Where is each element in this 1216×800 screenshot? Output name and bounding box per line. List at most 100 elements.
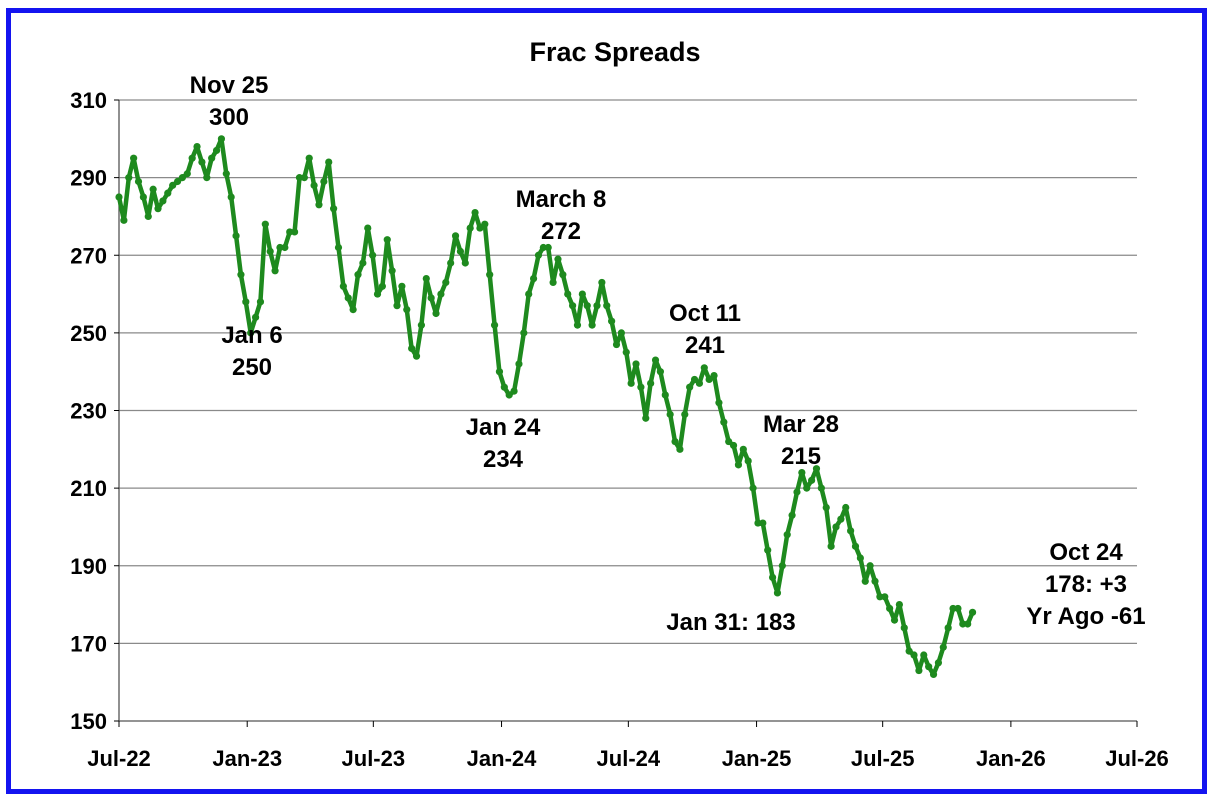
data-point bbox=[900, 624, 908, 632]
annotation: Nov 25 300 bbox=[190, 72, 269, 131]
data-point bbox=[393, 302, 401, 310]
annotation: Oct 11 241 bbox=[669, 300, 741, 359]
data-point bbox=[437, 290, 445, 298]
data-point bbox=[188, 154, 196, 162]
data-point bbox=[461, 259, 469, 267]
data-point bbox=[227, 193, 235, 201]
x-tick-label: Jul-23 bbox=[342, 746, 406, 771]
data-point bbox=[139, 193, 147, 201]
data-point bbox=[515, 360, 523, 368]
data-point bbox=[666, 410, 674, 418]
data-point bbox=[676, 445, 684, 453]
data-point bbox=[700, 364, 708, 372]
y-tick-label: 150 bbox=[70, 709, 107, 734]
data-point bbox=[939, 643, 947, 651]
data-point bbox=[725, 437, 733, 446]
data-point bbox=[744, 457, 752, 465]
data-point bbox=[647, 379, 655, 387]
data-point bbox=[495, 368, 504, 376]
x-tick-label: Jan-23 bbox=[212, 746, 282, 771]
data-point bbox=[398, 282, 406, 290]
x-tick-label: Jul-26 bbox=[1105, 746, 1169, 771]
annotation: Oct 24 178: +3 Yr Ago -61 bbox=[1026, 539, 1145, 630]
data-point bbox=[934, 659, 943, 667]
data-point bbox=[686, 383, 694, 391]
data-point bbox=[920, 651, 928, 659]
chart-frame: 150 170 190 210 230 250 270 290 310 Jul-22 Jan-23… bbox=[6, 8, 1207, 794]
data-point bbox=[827, 542, 835, 550]
annotation-line: 272 bbox=[541, 218, 581, 245]
data-point bbox=[710, 371, 718, 380]
data-point bbox=[622, 348, 630, 356]
data-point bbox=[778, 562, 786, 570]
annotations: Nov 25 300 Jan 6 250 March 8 272 Jan 24 234 Oct … bbox=[190, 72, 1146, 636]
annotation: Jan 31: 183 bbox=[666, 609, 795, 636]
data-point bbox=[456, 247, 465, 255]
data-point bbox=[851, 542, 860, 550]
data-point bbox=[749, 484, 757, 492]
data-point bbox=[608, 317, 616, 325]
data-point bbox=[729, 441, 738, 450]
data-point bbox=[861, 577, 869, 585]
data-point bbox=[339, 282, 347, 290]
data-point bbox=[403, 305, 411, 314]
annotation-line: 241 bbox=[685, 332, 725, 359]
x-tick-label: Jan-25 bbox=[722, 746, 792, 771]
data-point bbox=[569, 302, 577, 310]
data-point bbox=[720, 418, 728, 426]
chart-title: Frac Spreads bbox=[529, 37, 700, 67]
data-point bbox=[798, 469, 806, 477]
y-tick-label: 290 bbox=[70, 166, 107, 191]
data-point bbox=[178, 174, 187, 182]
annotation-line: 250 bbox=[232, 354, 272, 381]
data-point bbox=[237, 271, 245, 279]
data-point bbox=[812, 465, 821, 473]
data-point bbox=[929, 670, 938, 679]
data-point bbox=[490, 321, 499, 329]
data-point bbox=[266, 247, 274, 255]
data-point bbox=[198, 158, 206, 166]
data-point bbox=[222, 170, 230, 178]
data-point bbox=[349, 305, 357, 314]
data-point bbox=[837, 515, 845, 523]
data-point bbox=[588, 321, 596, 329]
data-point bbox=[447, 259, 455, 267]
data-point bbox=[422, 274, 430, 283]
annotation-line: 300 bbox=[209, 104, 249, 131]
data-point bbox=[310, 181, 318, 189]
data-point bbox=[383, 236, 391, 244]
data-point bbox=[808, 476, 816, 484]
data-point bbox=[388, 267, 396, 275]
data-point bbox=[915, 666, 923, 675]
x-tick-label: Jan-26 bbox=[976, 746, 1046, 771]
data-point bbox=[281, 243, 289, 252]
frac-spreads-chart: 150 170 190 210 230 250 270 290 310 Jul-22 Jan-23… bbox=[70, 37, 1169, 771]
data-point bbox=[525, 290, 533, 298]
annotation-line: Oct 24 bbox=[1049, 539, 1123, 566]
data-point bbox=[486, 271, 494, 279]
y-tick-label: 190 bbox=[70, 554, 107, 579]
data-point bbox=[251, 313, 260, 321]
data-point bbox=[466, 224, 474, 232]
data-point bbox=[373, 290, 382, 298]
data-point bbox=[149, 185, 157, 193]
data-point bbox=[803, 484, 811, 492]
data-point bbox=[573, 321, 582, 329]
data-point bbox=[583, 302, 591, 310]
data-point bbox=[822, 503, 830, 512]
annotation-line: Oct 11 bbox=[669, 300, 741, 327]
annotation-line: Yr Ago -61 bbox=[1026, 603, 1145, 630]
data-point bbox=[612, 340, 621, 349]
series-frac-spreads bbox=[115, 135, 977, 679]
data-point bbox=[173, 177, 182, 186]
annotation-line: Jan 31: 183 bbox=[666, 609, 795, 636]
annotation: Jan 6 250 bbox=[221, 322, 282, 381]
y-tick-label: 250 bbox=[70, 321, 107, 346]
data-point bbox=[364, 224, 372, 232]
data-point bbox=[417, 321, 426, 329]
data-point bbox=[154, 205, 162, 213]
data-point bbox=[695, 379, 704, 387]
data-point bbox=[905, 647, 913, 655]
data-point bbox=[208, 154, 216, 162]
data-point bbox=[715, 399, 723, 407]
